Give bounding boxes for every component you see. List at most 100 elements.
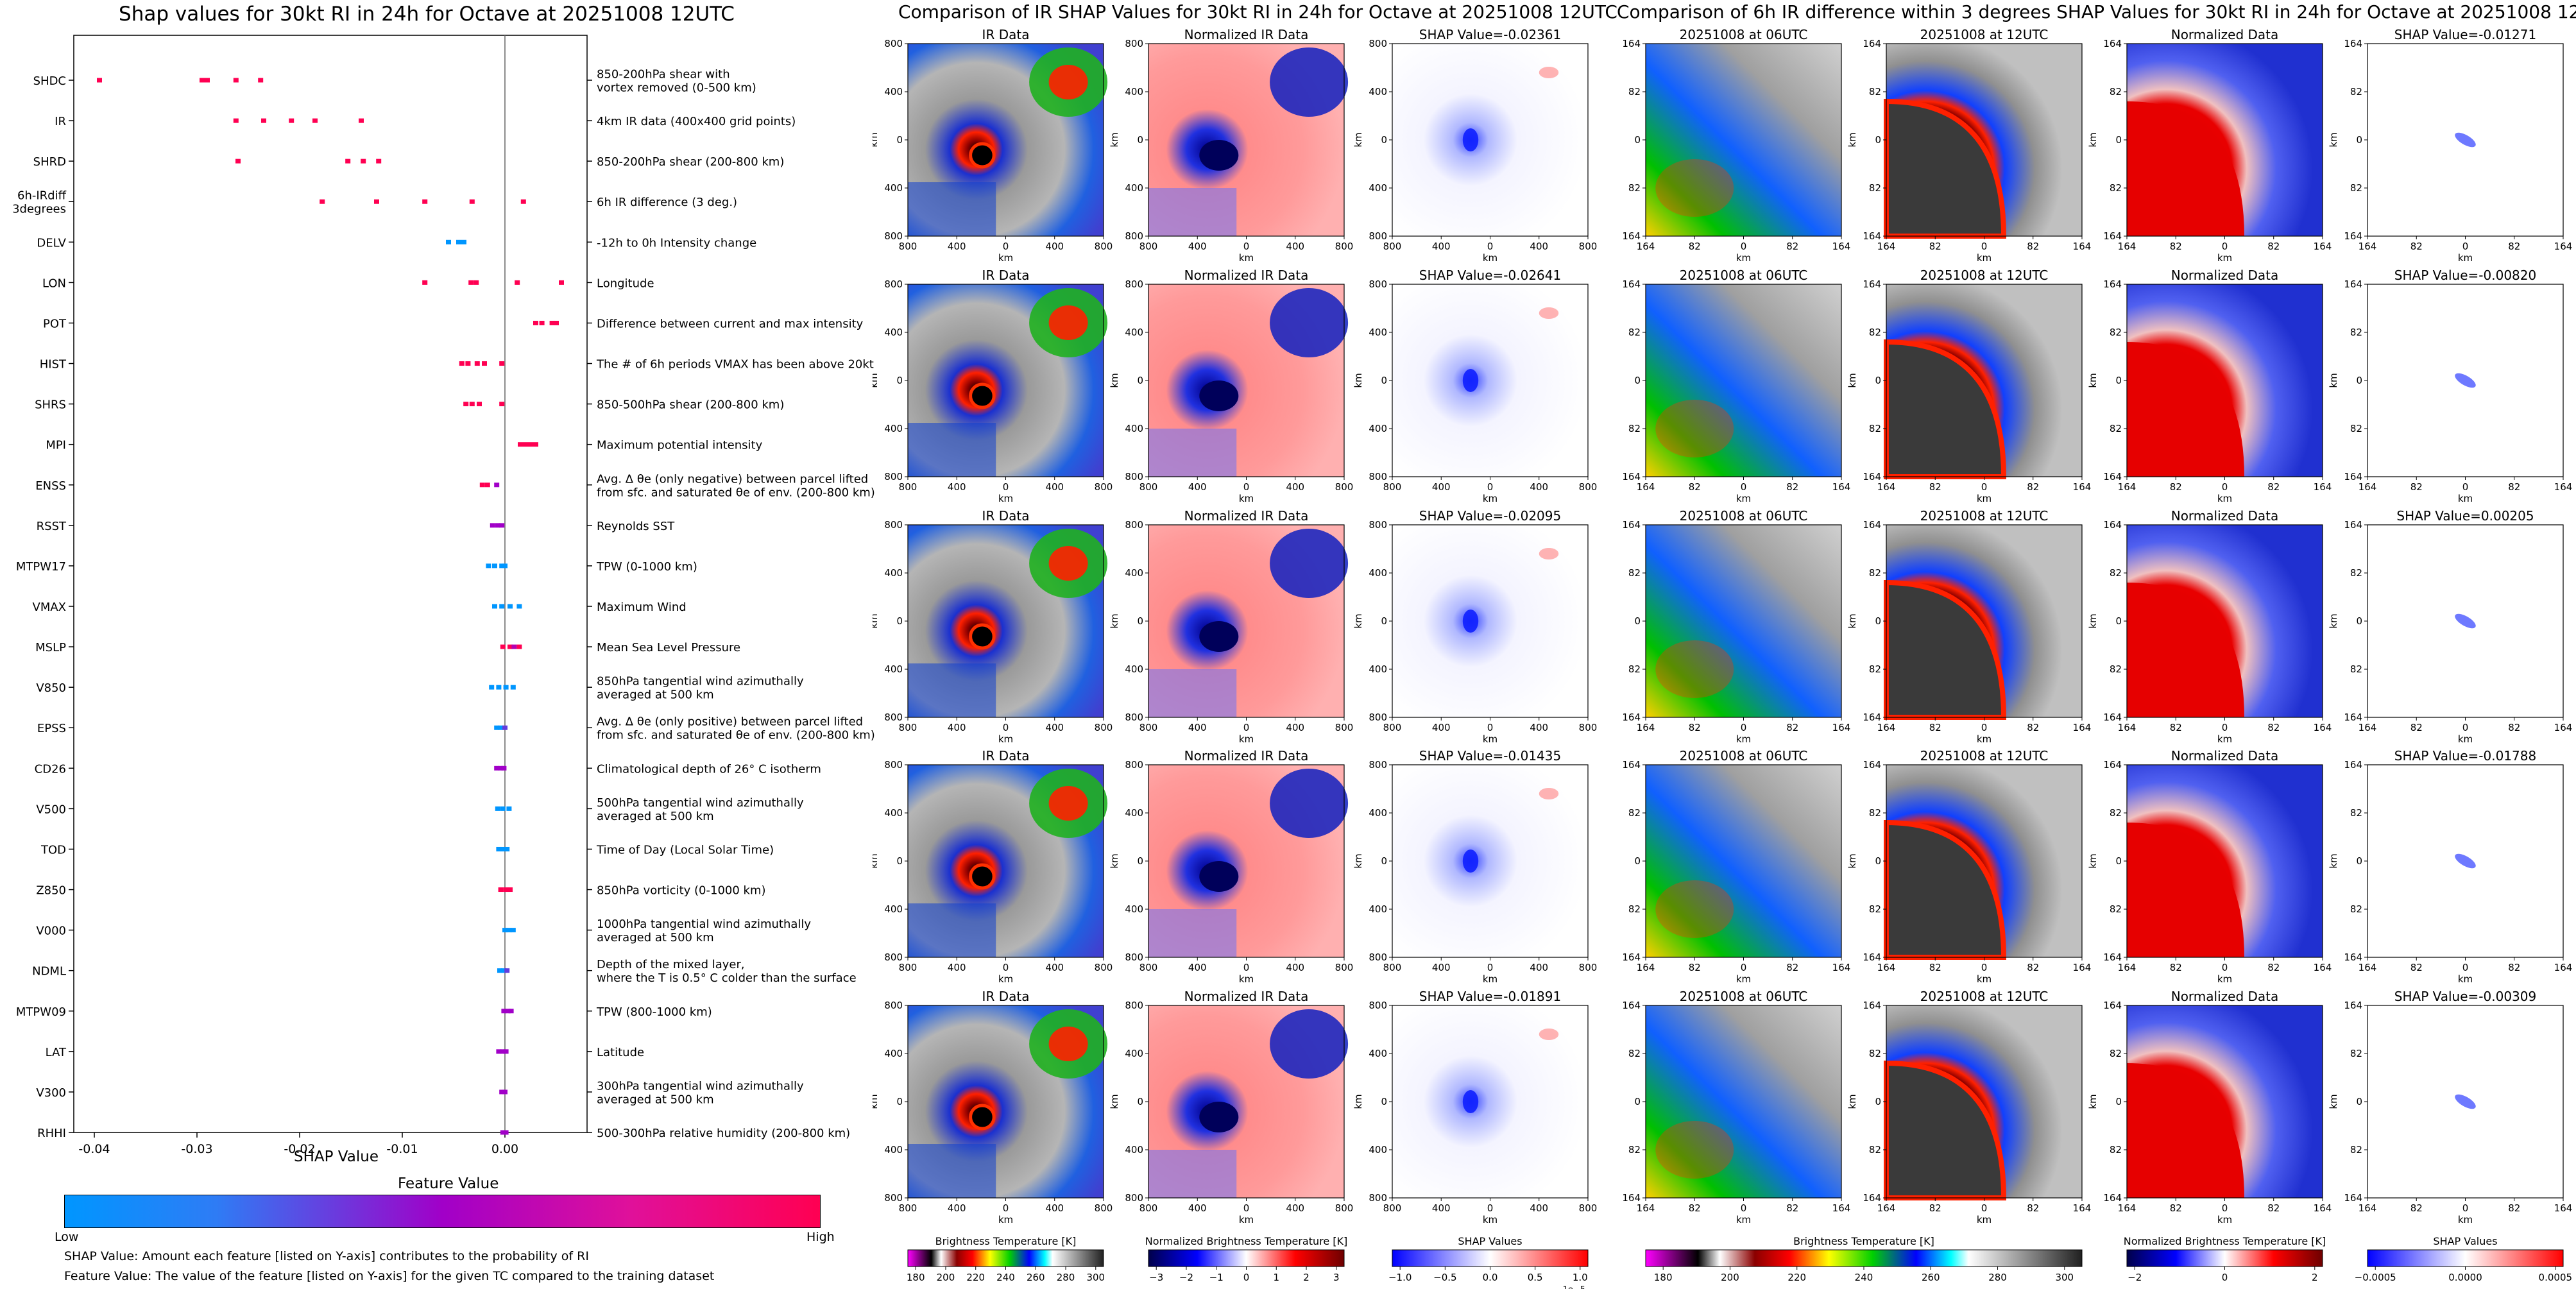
x-tick-label: 800: [1095, 722, 1113, 733]
x-tick-label: -0.04: [78, 1142, 110, 1156]
x-tick-label: 82: [1689, 241, 1701, 252]
feature-code-label: LAT: [46, 1046, 67, 1059]
feature-description: averaged at 500 km: [597, 688, 714, 702]
x-tick-label: 800: [1139, 241, 1158, 252]
y-tick-label: 82: [2110, 182, 2122, 194]
storm-disc: [1884, 819, 2007, 960]
panel-title: IR Data: [982, 748, 1030, 764]
feature-code-label: MTPW17: [16, 560, 66, 574]
x-tick-label: 82: [1786, 962, 1798, 973]
x-tick-label: 0: [2462, 962, 2469, 973]
y-tick-label: 82: [2350, 1048, 2362, 1059]
x-tick-label: 800: [1139, 481, 1158, 493]
x-axis-label: km: [1239, 252, 1254, 264]
y-tick-label: 82: [2110, 423, 2122, 434]
cold-cloud-band: [1148, 188, 1237, 236]
shap-point: [503, 887, 509, 892]
panel-title: Normalized IR Data: [1184, 508, 1309, 524]
x-tick-label: 0: [1981, 481, 1988, 493]
shap-point: [502, 1089, 508, 1095]
shap-point: [446, 239, 451, 244]
x-tick-label: 164: [2554, 722, 2573, 733]
y-axis-label: km: [2087, 132, 2099, 147]
panel-title: SHAP Value=-0.02361: [1419, 27, 1561, 42]
x-tick-label: 164: [2358, 481, 2377, 493]
storm-disc: [2127, 342, 2244, 477]
panel-title: Normalized IR Data: [1184, 989, 1309, 1004]
dshap-image: [2367, 525, 2563, 717]
cold-cloud-band: [908, 182, 996, 236]
x-tick-label: 164: [2314, 481, 2332, 493]
x-axis-label: km: [1483, 1214, 1497, 1225]
x-tick-label: 82: [2410, 481, 2423, 493]
y-tick-label: 164: [2103, 230, 2122, 242]
y-axis-label: km: [1109, 853, 1120, 868]
colorbar-exponent: 1e−5: [1563, 1285, 1585, 1289]
shap-core: [2455, 613, 2476, 629]
y-axis-label: km: [1109, 373, 1120, 388]
x-tick-label: -0.02: [284, 1142, 315, 1156]
feature-description: averaged at 500 km: [597, 931, 714, 944]
panel-title: Normalized Data: [2171, 508, 2279, 524]
y-tick-label: 0: [1634, 134, 1641, 146]
feature-code-label: 6h-IRdiff: [17, 189, 67, 203]
shap-point: [506, 928, 512, 933]
shap-point: [500, 806, 506, 811]
x-tick-label: 164: [1637, 481, 1655, 493]
x-tick-label: 400: [948, 481, 966, 493]
feature-code-label: ENSS: [35, 479, 66, 493]
feature-code-label: HIST: [40, 358, 67, 371]
x-axis-label: km: [1736, 252, 1751, 264]
panel-title: Normalized IR Data: [1184, 27, 1309, 42]
shap-point: [495, 523, 500, 528]
y-tick-label: 0: [1381, 134, 1387, 146]
feature-code-label: DELV: [37, 236, 66, 250]
y-tick-label: 0: [896, 855, 903, 867]
y-tick-label: 164: [1863, 230, 1881, 242]
shap-point: [504, 846, 510, 851]
x-tick-label: 800: [1335, 722, 1354, 733]
shap-point: [496, 846, 502, 851]
x-tick-label: 82: [2508, 241, 2520, 252]
y-tick-label: 800: [884, 712, 903, 723]
cloud-swirl: [1270, 288, 1349, 357]
shap-point: [502, 928, 508, 933]
y-tick-label: 0: [2356, 134, 2362, 146]
x-tick-label: 82: [1689, 481, 1701, 493]
y-tick-label: 800: [884, 38, 903, 49]
x-tick-label: 164: [1832, 722, 1851, 733]
y-tick-label: 800: [1369, 519, 1387, 531]
y-axis-label: km: [1109, 1094, 1120, 1109]
panel-title: SHAP Value=-0.01788: [2394, 748, 2536, 764]
x-tick-label: 400: [1432, 722, 1451, 733]
y-tick-label: 0: [1381, 615, 1387, 627]
x-tick-label: 164: [1877, 722, 1896, 733]
x-axis-label: km: [2458, 733, 2473, 745]
y-tick-label: 0: [1875, 375, 1881, 386]
feature-code-label: SHRD: [33, 155, 66, 169]
y-tick-label: 0: [896, 615, 903, 627]
colorbar-tick-label: 280: [1988, 1272, 2007, 1283]
feature-value-title: Feature Value: [398, 1175, 499, 1192]
nir-image: [1148, 284, 1349, 477]
y-tick-label: 164: [1622, 38, 1641, 49]
y-tick-label: 0: [1875, 1096, 1881, 1107]
y-tick-label: 400: [884, 807, 903, 819]
x-tick-label: 0: [1981, 241, 1988, 252]
x-tick-label: 400: [1286, 1202, 1304, 1214]
feature-description: -12h to 0h Intensity change: [597, 236, 756, 250]
x-tick-label: 800: [1335, 962, 1354, 973]
storm-center: [969, 142, 996, 169]
feature-description: vortex removed (0-500 km): [597, 81, 756, 95]
feature-code-label: V500: [36, 803, 66, 816]
feature-description: Avg. Δ θe (only positive) between parcel…: [597, 715, 863, 729]
x-tick-label: 800: [1383, 481, 1402, 493]
colorbar-label: Brightness Temperature [K]: [1793, 1235, 1934, 1247]
y-tick-label: 800: [1125, 952, 1143, 963]
y-tick-label: 82: [2110, 903, 2122, 915]
feature-description: 850-200hPa shear (200-800 km): [597, 155, 784, 169]
storm-disc: [2127, 823, 2244, 957]
shap-point: [502, 563, 508, 568]
shap-point: [500, 846, 506, 851]
panel-title: SHAP Value=-0.02095: [1419, 508, 1561, 524]
